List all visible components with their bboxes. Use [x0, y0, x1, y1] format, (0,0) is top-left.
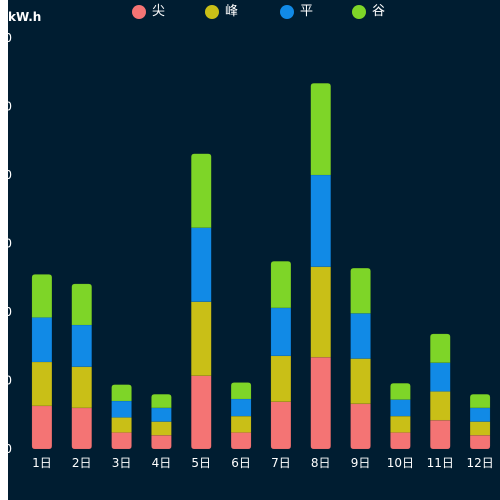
bar-峰-3日[interactable] [111, 417, 132, 433]
y-tick-label: 0 [4, 442, 12, 456]
bar-平-2日[interactable] [71, 324, 92, 368]
legend-item[interactable]: 峰 [205, 2, 238, 22]
bar-峰-1日[interactable] [31, 361, 53, 407]
x-tick-label: 9日 [351, 456, 371, 470]
legend-swatch [280, 5, 294, 19]
y-axis-label: kW.h [8, 10, 42, 24]
bar-平-3日[interactable] [111, 400, 132, 418]
legend-label: 尖 [152, 4, 166, 19]
bar-峰-5日[interactable] [191, 301, 212, 376]
bar-谷-11日[interactable] [430, 333, 451, 363]
legend-item[interactable]: 平 [280, 2, 313, 22]
bar-平-1日[interactable] [31, 317, 53, 363]
bar-尖-8日[interactable] [310, 356, 331, 450]
bar-峰-9日[interactable] [350, 358, 371, 405]
bar-峰-2日[interactable] [71, 366, 92, 409]
bar-平-9日[interactable] [350, 313, 371, 359]
bar-峰-8日[interactable] [310, 266, 331, 358]
legend-item[interactable]: 尖 [132, 2, 165, 22]
y-tick-label: 0 [4, 305, 12, 319]
bar-平-12日[interactable] [469, 407, 491, 422]
y-tick-label: 0 [4, 237, 12, 251]
bar-峰-10日[interactable] [390, 415, 411, 433]
x-tick-label: 2日 [72, 456, 92, 470]
bar-谷-10日[interactable] [390, 382, 411, 400]
bar-尖-10日[interactable] [390, 432, 411, 450]
bar-峰-6日[interactable] [230, 415, 252, 433]
x-tick-label: 8日 [311, 456, 331, 470]
bar-尖-11日[interactable] [430, 419, 451, 450]
bar-平-10日[interactable] [390, 399, 411, 417]
bar-谷-1日[interactable] [31, 274, 53, 318]
bar-谷-6日[interactable] [230, 382, 252, 400]
bar-尖-5日[interactable] [191, 375, 212, 450]
bar-谷-8日[interactable] [310, 82, 331, 176]
bar-平-7日[interactable] [270, 307, 292, 357]
bar-平-8日[interactable] [310, 174, 331, 268]
x-tick-label: 5日 [191, 456, 211, 470]
bar-平-11日[interactable] [430, 362, 451, 392]
bar-平-5日[interactable] [191, 227, 212, 302]
bar-尖-7日[interactable] [270, 401, 292, 450]
legend-label: 平 [300, 4, 314, 19]
bar-谷-4日[interactable] [151, 393, 172, 409]
legend-swatch [205, 5, 219, 19]
x-tick-label: 3日 [112, 456, 132, 470]
bar-尖-9日[interactable] [350, 403, 371, 450]
bar-尖-4日[interactable] [151, 435, 172, 450]
bar-尖-12日[interactable] [469, 435, 491, 450]
legend-swatch [352, 5, 366, 19]
x-tick-label: 11日 [427, 456, 454, 470]
x-tick-label: 12日 [466, 456, 493, 470]
bar-谷-12日[interactable] [469, 393, 491, 409]
bar-尖-1日[interactable] [31, 405, 53, 450]
y-tick-label: 0 [4, 100, 12, 114]
y-tick-label: 0 [4, 168, 12, 182]
y-tick-label: 0 [4, 374, 12, 388]
bar-谷-9日[interactable] [350, 267, 371, 314]
legend-label: 峰 [225, 4, 239, 19]
bar-峰-7日[interactable] [270, 355, 292, 402]
x-tick-label: 4日 [152, 456, 172, 470]
x-tick-label: 1日 [32, 456, 52, 470]
legend: 尖峰平谷 [0, 2, 500, 22]
bar-谷-3日[interactable] [111, 384, 132, 402]
legend-swatch [132, 5, 146, 19]
bar-谷-2日[interactable] [71, 283, 92, 326]
x-tick-label: 6日 [231, 456, 251, 470]
bar-峰-4日[interactable] [151, 421, 172, 436]
bar-平-4日[interactable] [151, 407, 172, 422]
bar-平-6日[interactable] [230, 398, 252, 417]
bar-谷-5日[interactable] [191, 153, 212, 228]
legend-item[interactable]: 谷 [352, 2, 385, 22]
bar-尖-2日[interactable] [71, 407, 92, 450]
x-tick-label: 7日 [271, 456, 291, 470]
legend-label: 谷 [372, 4, 386, 19]
bar-峰-12日[interactable] [469, 421, 491, 436]
bar-峰-11日[interactable] [430, 391, 451, 421]
x-tick-label: 10日 [387, 456, 414, 470]
y-tick-label: 0 [4, 31, 12, 45]
bar-尖-6日[interactable] [230, 432, 252, 450]
bar-尖-3日[interactable] [111, 432, 132, 450]
bar-谷-7日[interactable] [270, 261, 292, 309]
